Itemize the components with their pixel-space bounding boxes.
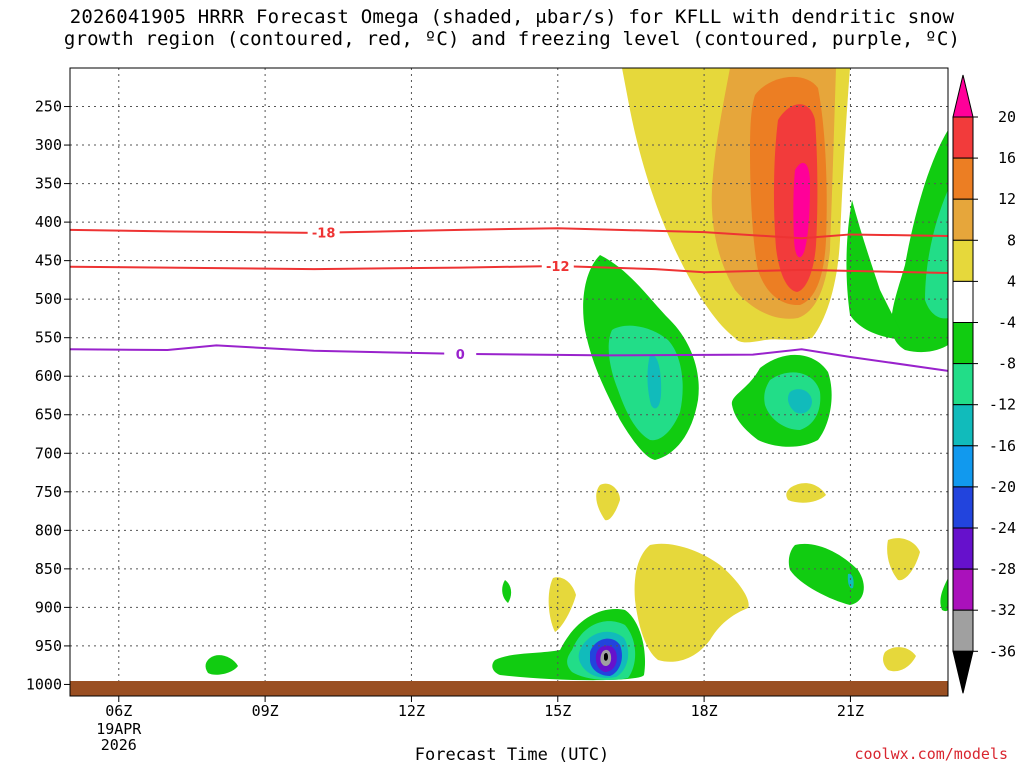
contour-label-bg bbox=[541, 258, 574, 275]
ground-surface bbox=[70, 681, 948, 696]
y-tick-label: 850 bbox=[35, 560, 62, 578]
y-tick-label: 250 bbox=[35, 98, 62, 116]
chart-title: 2026041905 HRRR Forecast Omega (shaded, … bbox=[0, 6, 1024, 50]
x-tick-label: 21Z bbox=[837, 702, 864, 720]
colorbar-segment bbox=[952, 609, 974, 652]
omega-small-yellow-2 bbox=[786, 483, 826, 503]
temperature-contours: -18 -12 0 bbox=[70, 224, 948, 372]
colorbar-label: -24 bbox=[989, 519, 1016, 537]
x-tick-sublabel: 2026 bbox=[101, 736, 137, 754]
y-axis-ticks: 250 300 350 400 450 500 550 600 650 700 750 800 850 9… bbox=[26, 98, 70, 693]
colorbar-label: 8 bbox=[1007, 231, 1016, 249]
omega-upper-magenta bbox=[793, 162, 810, 258]
omega-small-yellow-1 bbox=[596, 483, 620, 521]
colorbar-segment bbox=[952, 198, 974, 241]
y-tick-label: 800 bbox=[35, 521, 62, 539]
x-axis-label: Forecast Time (UTC) bbox=[414, 745, 610, 765]
x-tick-label: 12Z bbox=[398, 702, 425, 720]
colorbar-segment bbox=[952, 486, 974, 529]
colorbar-label: -32 bbox=[989, 601, 1016, 619]
colorbar-top-arrow bbox=[952, 74, 974, 118]
colorbar-segment bbox=[952, 568, 974, 611]
omega-small-green-3 bbox=[788, 543, 864, 605]
contour-label: -18 bbox=[312, 227, 336, 242]
colorbar-label: 12 bbox=[998, 190, 1016, 208]
omega-mid-cyan bbox=[647, 354, 662, 409]
omega-right-cyan bbox=[787, 389, 812, 414]
omega-small-cyan-3 bbox=[847, 573, 854, 589]
plot-frame bbox=[69, 67, 949, 697]
x-tick-label: 18Z bbox=[691, 702, 718, 720]
colorbar-label: -12 bbox=[989, 396, 1016, 414]
y-tick-label: 950 bbox=[35, 637, 62, 655]
omega-colorbar: 20 16 12 8 4 -4 -8 -12 -16 -20 -24 -28 -32 -36 bbox=[952, 74, 1016, 694]
colorbar-label: -28 bbox=[989, 560, 1016, 578]
colorbar-segment bbox=[952, 404, 974, 447]
colorbar-segment bbox=[952, 157, 974, 200]
colorbar-label: -16 bbox=[989, 437, 1016, 455]
colorbar-label: -8 bbox=[998, 355, 1016, 373]
credit-link[interactable]: coolwx.com/models bbox=[854, 745, 1008, 763]
omega-small-yellow-5 bbox=[887, 538, 920, 581]
colorbar-segment bbox=[952, 322, 974, 365]
omega-small-yellow-6 bbox=[883, 647, 916, 672]
colorbar-segment bbox=[952, 363, 974, 406]
omega-low-black bbox=[604, 652, 608, 661]
x-tick-sublabel: 19APR bbox=[96, 720, 142, 738]
colorbar-segment bbox=[952, 445, 974, 488]
omega-edge-teal bbox=[925, 190, 948, 319]
omega-small-yellow-3 bbox=[548, 577, 576, 632]
y-tick-label: 600 bbox=[35, 367, 62, 385]
omega-small-green-4 bbox=[940, 578, 948, 612]
y-tick-label: 650 bbox=[35, 406, 62, 424]
colorbar-label: -36 bbox=[989, 642, 1016, 660]
grid-lines bbox=[70, 68, 948, 696]
omega-shading bbox=[205, 68, 948, 681]
contour-label-bg bbox=[444, 345, 477, 362]
colorbar-label: 16 bbox=[998, 149, 1016, 167]
x-tick-label: 06Z bbox=[105, 702, 132, 720]
omega-small-green-2 bbox=[502, 580, 512, 603]
y-tick-label: 900 bbox=[35, 598, 62, 616]
contour-label: -12 bbox=[546, 260, 570, 275]
y-tick-label: 450 bbox=[35, 252, 62, 270]
contour-line--18 bbox=[70, 227, 948, 240]
title-line-1: 2026041905 HRRR Forecast Omega (shaded, … bbox=[69, 6, 955, 28]
y-tick-label: 550 bbox=[35, 329, 62, 347]
y-tick-label: 300 bbox=[35, 136, 62, 154]
colorbar-segment bbox=[952, 239, 974, 282]
y-tick-label: 700 bbox=[35, 444, 62, 462]
x-tick-label: 15Z bbox=[544, 702, 571, 720]
omega-small-yellow-4 bbox=[634, 543, 749, 662]
y-tick-label: 350 bbox=[35, 175, 62, 193]
y-tick-label: 750 bbox=[35, 483, 62, 501]
colorbar-segment bbox=[952, 116, 974, 159]
colorbar-segment bbox=[952, 280, 974, 323]
x-tick-label: 09Z bbox=[252, 702, 279, 720]
contour-label-bg bbox=[307, 224, 340, 241]
omega-small-green-1 bbox=[205, 655, 238, 675]
y-tick-label: 500 bbox=[35, 290, 62, 308]
colorbar-label: -20 bbox=[989, 478, 1016, 496]
colorbar-bottom-arrow bbox=[952, 650, 974, 694]
contour-label: 0 bbox=[456, 348, 465, 363]
colorbar-label: -4 bbox=[998, 314, 1016, 332]
contour-line-0 bbox=[70, 344, 948, 372]
colorbar-segment bbox=[952, 527, 974, 570]
y-tick-label: 1000 bbox=[26, 675, 62, 693]
y-tick-label: 400 bbox=[35, 213, 62, 231]
title-line-2: growth region (contoured, red, ºC) and f… bbox=[63, 28, 961, 50]
colorbar-label: 20 bbox=[998, 108, 1016, 126]
colorbar-label: 4 bbox=[1007, 272, 1016, 290]
